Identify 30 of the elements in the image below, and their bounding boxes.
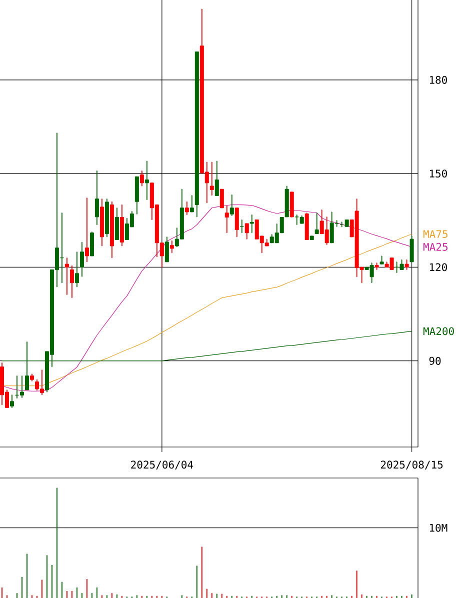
- y-tick-label: 90: [429, 356, 441, 365]
- candlestick: [10, 394, 14, 408]
- candlestick: [380, 256, 384, 264]
- candlestick: [190, 195, 194, 212]
- candlestick: [374, 262, 379, 270]
- series-label: MA75: [423, 230, 448, 238]
- y-tick-label: 180: [430, 76, 447, 84]
- y-tick-label: 10M: [430, 524, 448, 532]
- y-tick-label: 120: [430, 263, 447, 272]
- candlestick: [30, 374, 34, 382]
- candlestick: [410, 236, 414, 262]
- candlestick: [184, 201, 189, 215]
- candlestick: [64, 258, 69, 295]
- candlestick: [144, 160, 149, 200]
- series-label: MA25: [423, 242, 448, 251]
- candlestick: [404, 259, 409, 270]
- x-tick-label: 2025/06/04: [131, 460, 194, 470]
- candlestick: [314, 212, 319, 234]
- candlestick: [170, 240, 174, 254]
- candlestick: [224, 205, 229, 234]
- candlestick: [210, 162, 214, 196]
- x-tick-label: 2025/08/15: [380, 460, 443, 470]
- candlestick: [230, 194, 234, 216]
- candlestick: [84, 198, 89, 262]
- series-label: MA200: [423, 327, 454, 336]
- y-tick-label: 150: [430, 170, 447, 178]
- candlestick: [250, 214, 254, 234]
- candlestick: [240, 220, 244, 234]
- candlestick: [74, 252, 79, 288]
- candlestick: [94, 170, 99, 225]
